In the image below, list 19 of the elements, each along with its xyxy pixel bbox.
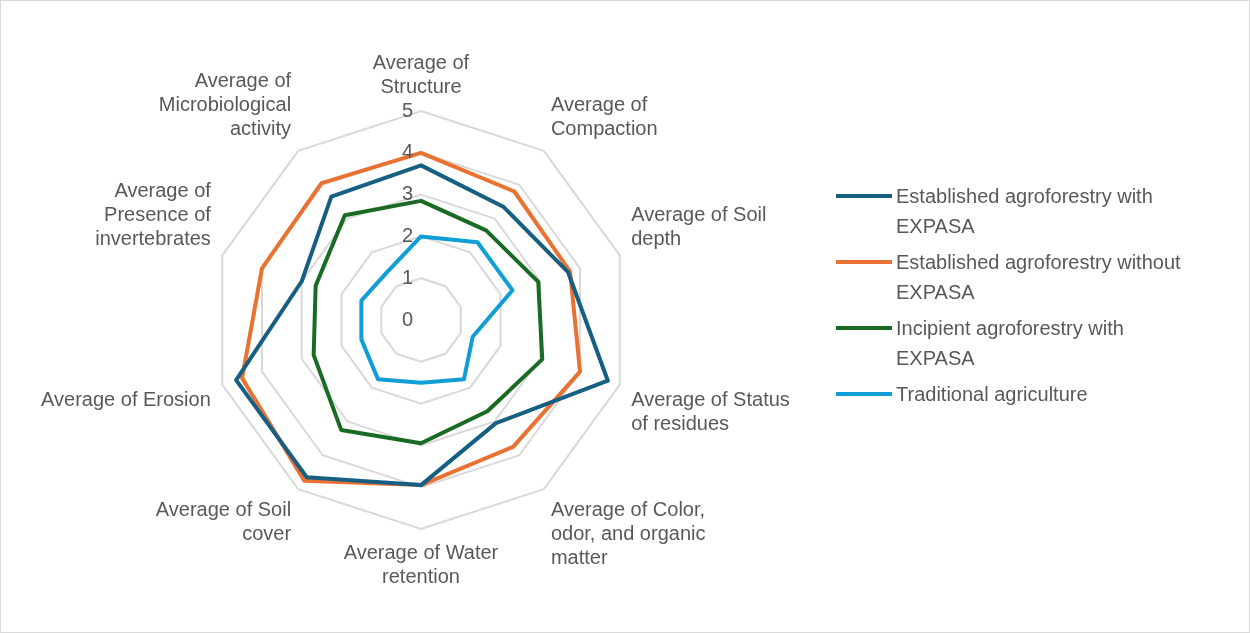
y-tick-label: 3 (401, 182, 413, 205)
legend-label: Established agroforestry with EXPASA (896, 184, 1154, 239)
spoke-label: Average of Soil cover (155, 498, 292, 545)
y-tick-label: 0 (401, 307, 413, 330)
y-tick-label: 2 (401, 223, 413, 246)
legend-label: Incipient agroforestry with EXPASA (896, 316, 1125, 371)
legend-label: Traditional agriculture (896, 382, 1088, 407)
spoke-label: Average of Color, odor, and organic matter (550, 498, 706, 569)
spoke-label: Average of Water retention (343, 540, 499, 587)
legend-label: Established agroforestry without EXPASA (896, 250, 1182, 305)
spoke-label: Average of Compaction (550, 92, 658, 139)
spoke-label: Average of Soil depth (631, 203, 767, 250)
spoke-label: Average of Erosion (41, 387, 211, 410)
spoke-label: Average of Structure (372, 50, 470, 97)
spoke-label: Average of Presence of invertebrates (95, 179, 212, 250)
y-tick-label: 1 (401, 265, 413, 288)
spoke-label: Average of Microbiological activity (158, 68, 292, 139)
y-tick-label: 5 (401, 98, 413, 121)
spoke-label: Average of Status of residues (631, 387, 790, 434)
